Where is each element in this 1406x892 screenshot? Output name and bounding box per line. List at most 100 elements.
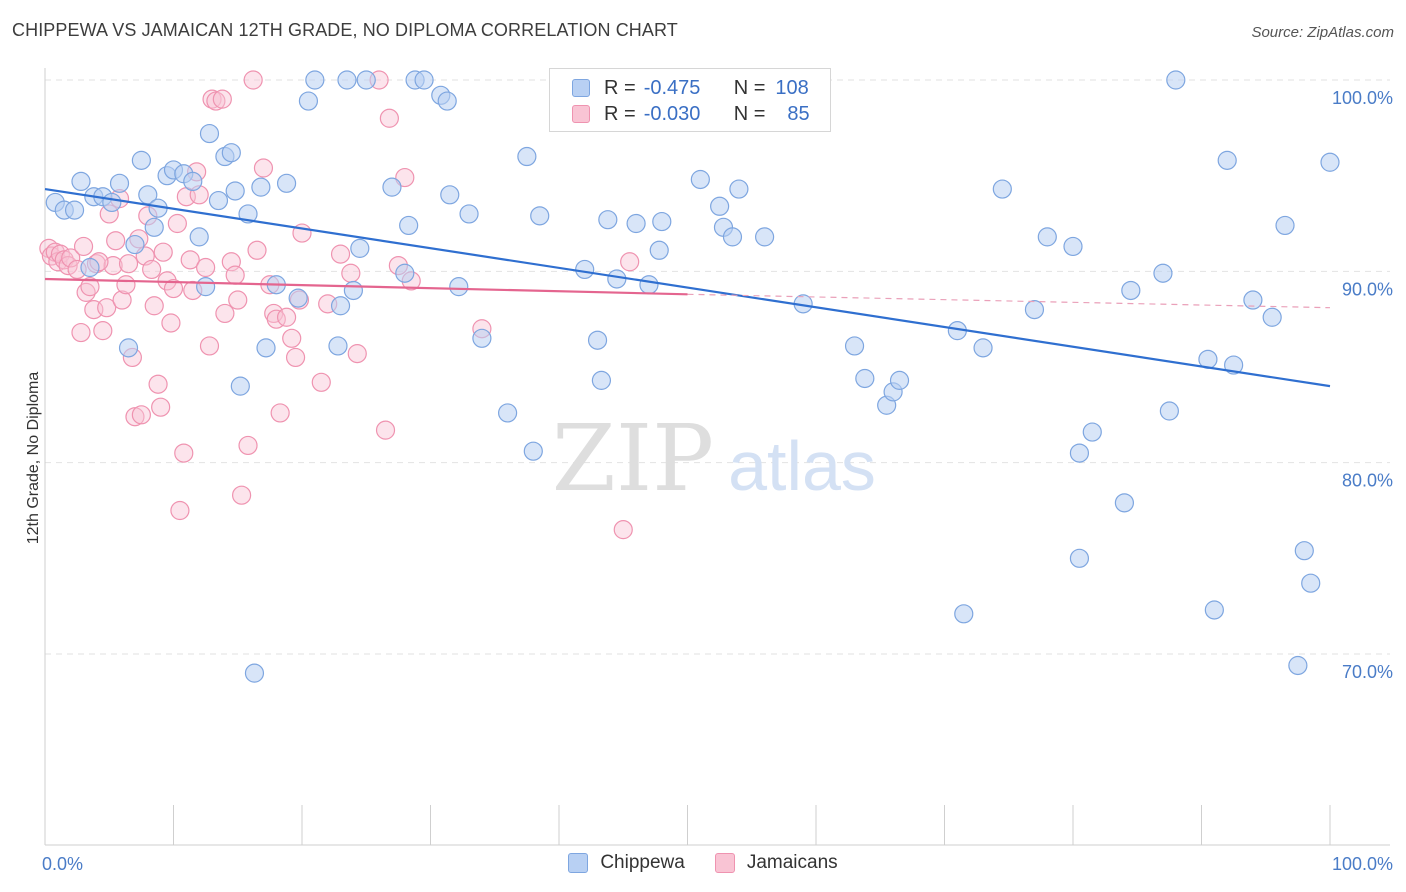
chippewa-point	[305, 70, 325, 90]
jamaicans-point	[163, 278, 184, 299]
legend-n-value: 85	[787, 102, 810, 125]
chippewa-point	[1114, 493, 1135, 513]
chippewa-point	[1121, 280, 1141, 301]
jamaicans-point	[142, 259, 162, 280]
chippewa-point	[1288, 655, 1308, 676]
chippewa-point	[690, 169, 710, 190]
chippewa-point	[607, 269, 627, 289]
trend-lines	[44, 187, 1331, 388]
chippewa-point	[652, 211, 672, 232]
jamaicans-point	[80, 277, 100, 297]
axes	[44, 68, 1390, 846]
jamaicans-point	[97, 298, 117, 318]
y-tick-labels: 100.0% 90.0% 80.0% 70.0%	[1332, 88, 1393, 682]
chippewa-point	[1037, 227, 1057, 247]
jamaicans-point	[106, 231, 126, 251]
chippewa-point	[1069, 443, 1090, 463]
chippewa-point	[80, 257, 100, 278]
jamaicans-point	[270, 403, 290, 423]
jamaicans-point	[167, 213, 187, 234]
chart-source: Source: ZipAtlas.com	[1251, 24, 1394, 41]
jamaicans-point	[161, 313, 181, 333]
jamaicans-point	[395, 167, 415, 188]
jamaicans-point	[118, 254, 139, 274]
jamaicans-point	[170, 500, 190, 521]
chippewa-point	[298, 91, 319, 111]
chippewa-trend-line	[44, 187, 1331, 388]
chippewa-point	[64, 200, 85, 220]
watermark-atlas: atlas	[728, 427, 876, 505]
chippewa-point	[414, 70, 434, 90]
legend-r-label: R =	[604, 102, 636, 125]
bottom-legend-label-jamaicans: Jamaicans	[746, 852, 838, 873]
jamaicans-point	[613, 520, 633, 540]
y-tick-label: 80.0%	[1342, 471, 1393, 491]
chippewa-point	[1301, 573, 1321, 593]
chart-title: CHIPPEWA VS JAMAICAN 12TH GRADE, NO DIPL…	[12, 20, 678, 40]
chippewa-point	[225, 181, 245, 201]
chippewa-point	[199, 123, 220, 144]
bottom-legend-label-chippewa: Chippewa	[600, 852, 685, 873]
chippewa-point	[1082, 422, 1102, 442]
chippewa-point	[954, 604, 974, 624]
chippewa-point	[144, 217, 164, 237]
bottom-legend-jamaicans: Jamaicans	[714, 852, 838, 874]
chippewa-point	[710, 196, 730, 216]
chippewa-point	[517, 146, 537, 167]
chippewa-point	[276, 173, 297, 193]
chippewa-point	[598, 210, 618, 230]
jamaicans-point	[131, 405, 151, 425]
chippewa-point	[125, 234, 145, 255]
chippewa-point	[183, 171, 203, 192]
chippewa-point	[530, 206, 550, 226]
legend-n-label: N =	[733, 102, 766, 125]
chippewa-point	[196, 277, 216, 297]
chippewa-point	[575, 259, 595, 280]
chippewa-point	[1243, 290, 1263, 310]
jamaicans-point	[144, 296, 164, 316]
chippewa-point	[729, 179, 749, 199]
chippewa-point	[131, 150, 151, 170]
jamaicans-point	[61, 248, 81, 268]
chippewa-point	[1262, 307, 1282, 327]
grid-lines	[45, 79, 1390, 655]
jamaicans-point	[212, 89, 232, 109]
chippewa-point	[1204, 600, 1224, 620]
legend-row-chippewa: R = -0.475 N = 108	[572, 75, 809, 101]
legend-r-value: -0.475	[643, 76, 701, 99]
legend-r-label: R =	[604, 76, 636, 99]
legend-swatch-chippewa	[572, 79, 590, 97]
jamaicans-point	[253, 158, 274, 178]
chippewa-point	[251, 177, 271, 197]
chippewa-point	[337, 70, 357, 90]
jamaicans-point	[148, 374, 168, 394]
jamaicans-point	[151, 397, 171, 417]
jamaicans-point	[71, 322, 91, 343]
chippewa-point	[208, 190, 229, 211]
x-tick-label: 100.0%	[1332, 854, 1393, 874]
bottom-legend: Chippewa Jamaicans	[0, 852, 1406, 874]
jamaicans-point	[341, 263, 361, 283]
x-tick-label: 0.0%	[42, 854, 83, 874]
series-chippewa	[45, 70, 1340, 683]
chippewa-point	[587, 330, 608, 350]
chippewa-point	[591, 370, 612, 390]
chippewa-point	[399, 215, 419, 236]
bottom-legend-swatch-jamaicans	[714, 853, 735, 873]
y-tick-label: 90.0%	[1342, 279, 1393, 299]
y-tick-label: 70.0%	[1342, 662, 1393, 682]
chippewa-point	[459, 204, 479, 224]
jamaicans-point	[285, 347, 306, 368]
y-axis-label: 12th Grade, No Diploma	[25, 372, 42, 545]
chippewa-point	[1069, 548, 1090, 568]
watermark-zip: ZIP	[552, 405, 714, 512]
jamaicans-point	[215, 303, 235, 324]
chippewa-point	[1063, 236, 1083, 257]
chippewa-point	[1159, 401, 1179, 421]
jamaicans-point	[620, 252, 640, 272]
chippewa-point	[1294, 541, 1314, 561]
jamaicans-trend-extension	[687, 293, 1331, 309]
chippewa-point	[523, 441, 543, 461]
jamaicans-point	[232, 485, 252, 505]
legend-n-label: N =	[733, 76, 766, 99]
